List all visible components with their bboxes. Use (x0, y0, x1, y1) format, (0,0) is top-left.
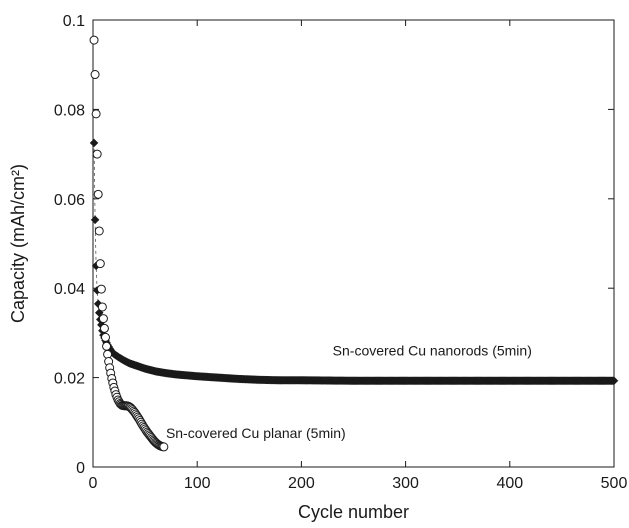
x-axis: 0 100 200 300 400 500 (89, 20, 628, 492)
x-tick-label: 400 (496, 475, 523, 492)
y-tick-label: 0 (76, 460, 85, 477)
series-planar-point (93, 189, 103, 199)
series-planar-point (89, 35, 99, 45)
annotation-planar: Sn-covered Cu planar (5min) (166, 425, 346, 441)
series-planar-point (101, 332, 111, 342)
y-tick-label: 0.06 (54, 192, 85, 209)
series-nanorods-point (609, 376, 619, 386)
x-tick-label: 0 (89, 475, 98, 492)
x-tick-label: 200 (288, 475, 315, 492)
annotation-nanorods: Sn-covered Cu nanorods (5min) (333, 342, 532, 358)
series-planar-point (91, 109, 101, 119)
y-tick-label: 0.04 (54, 281, 85, 298)
y-tick-label: 0.08 (54, 102, 85, 119)
plot-frame (92, 19, 615, 468)
y-axis: 0 0.02 0.04 0.06 0.08 0.1 (54, 13, 614, 477)
y-tick-label: 0.02 (54, 371, 85, 388)
x-tick-label: 300 (392, 475, 419, 492)
series-planar-point (96, 284, 106, 294)
series-planar-point (95, 259, 105, 269)
series-planar-point (102, 341, 112, 351)
series-nanorods-point (90, 215, 100, 225)
x-axis-title: Cycle number (298, 502, 409, 522)
series-planar-point (159, 442, 169, 452)
series-planar-point (92, 149, 102, 159)
series-nanorods-point (89, 138, 99, 148)
x-tick-label: 100 (184, 475, 211, 492)
series-planar-point (99, 323, 109, 333)
series-planar-point (90, 70, 100, 80)
series-planar-point (97, 302, 107, 312)
series-planar-point (98, 314, 108, 324)
y-axis-title: Capacity (mAh/cm²) (8, 164, 28, 323)
y-tick-label: 0.1 (63, 13, 85, 30)
x-tick-label: 500 (601, 475, 628, 492)
series-planar-point (94, 226, 104, 236)
data-series (89, 35, 619, 452)
